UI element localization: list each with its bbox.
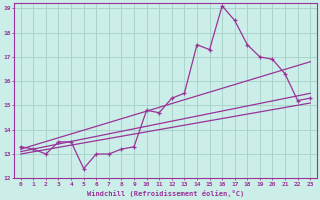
X-axis label: Windchill (Refroidissement éolien,°C): Windchill (Refroidissement éolien,°C) [87,190,244,197]
